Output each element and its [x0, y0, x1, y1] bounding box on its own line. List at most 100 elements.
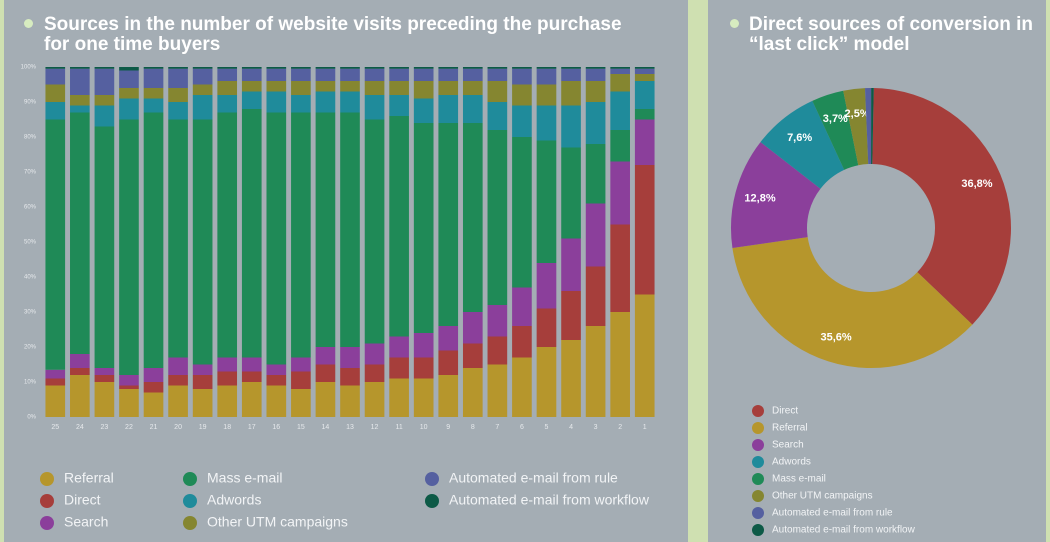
bar-segment	[119, 119, 139, 375]
bar-segment	[561, 67, 581, 69]
bar-segment	[610, 91, 630, 130]
bar-segment	[241, 81, 262, 92]
bar-segment	[413, 81, 434, 99]
bar-segment	[413, 123, 434, 333]
bar-segment	[512, 68, 532, 85]
x-tick-label: 13	[346, 424, 354, 431]
bar-segment	[487, 130, 508, 305]
x-tick-label: 16	[272, 424, 280, 431]
bar-segment	[364, 67, 385, 69]
bar-segment	[143, 98, 164, 113]
bar-segment	[561, 68, 581, 81]
bar-segment	[192, 389, 213, 417]
bar-segment	[389, 357, 409, 379]
bar-segment	[119, 375, 139, 386]
legend-marker	[752, 490, 764, 502]
bar-segment	[536, 68, 557, 85]
bar-segment	[168, 119, 188, 358]
legend-label: Search	[772, 440, 804, 451]
x-tick-label: 11	[395, 424, 402, 431]
y-tick-label: 70%	[24, 170, 37, 176]
bar-segment	[241, 68, 262, 81]
bar-segment	[291, 389, 311, 417]
bar-segment	[143, 382, 164, 393]
bar-segment	[364, 119, 385, 344]
bar-segment	[610, 74, 630, 92]
bar-segment	[536, 67, 557, 69]
bar-segment	[70, 375, 90, 417]
bar-segment	[315, 364, 336, 382]
bar-segment	[266, 112, 287, 365]
bar-segment	[585, 102, 606, 144]
bar-segment	[45, 102, 66, 120]
bar-segment	[340, 112, 360, 347]
bar-segment	[291, 371, 311, 389]
bar-segment	[70, 354, 90, 368]
bar-segment	[585, 81, 606, 102]
bar-segment	[266, 364, 287, 375]
bullet	[730, 19, 739, 28]
bar-segment	[143, 88, 164, 99]
bar-segment	[94, 382, 115, 417]
bar-segment	[610, 67, 630, 69]
bar-segment	[634, 165, 655, 295]
bar-segment	[291, 357, 311, 372]
bar-segment	[94, 368, 115, 375]
bar-segment	[561, 81, 581, 106]
bar-segment	[364, 68, 385, 81]
bar-segment	[94, 375, 115, 382]
bar-segment	[389, 95, 409, 116]
x-tick-label: 21	[150, 424, 158, 431]
x-tick-label: 8	[471, 424, 475, 431]
bar-segment	[462, 343, 483, 368]
bar-segment	[487, 364, 508, 417]
legend-label: Automated e-mail from rule	[449, 470, 618, 486]
bar-segment	[536, 347, 557, 417]
bar-segment	[413, 378, 434, 417]
data-label: 12,8%	[744, 193, 775, 205]
legend-marker	[752, 456, 764, 468]
bar-segment	[634, 294, 655, 417]
bar-segment	[561, 147, 581, 239]
bar-segment	[389, 336, 409, 358]
bar-segment	[413, 68, 434, 81]
bar-segment	[192, 68, 213, 85]
bar-segment	[364, 343, 385, 365]
x-tick-label: 22	[125, 424, 133, 431]
legend-label: Automated e-mail from rule	[772, 508, 893, 519]
bar-segment	[536, 308, 557, 347]
x-tick-label: 25	[51, 424, 59, 431]
legend-marker	[425, 472, 439, 486]
donut-slice	[732, 237, 973, 369]
bar-segment	[217, 385, 238, 417]
bar-segment	[217, 68, 238, 81]
bar-segment	[315, 347, 336, 365]
bar-segment	[512, 137, 532, 288]
legend-label: Mass e-mail	[207, 470, 282, 486]
legend-marker	[752, 524, 764, 536]
bar-segment	[561, 340, 581, 417]
x-tick-label: 17	[248, 424, 256, 431]
bar-segment	[70, 95, 90, 106]
bar-segment	[585, 203, 606, 267]
bar-segment	[168, 67, 188, 69]
bar-segment	[266, 375, 287, 386]
bar-segment	[389, 67, 409, 69]
bar-segment	[315, 68, 336, 81]
legend-marker	[183, 516, 197, 530]
legend-marker	[40, 494, 54, 508]
x-tick-label: 24	[76, 424, 84, 431]
bar-segment	[389, 68, 409, 81]
x-tick-label: 7	[495, 424, 499, 431]
bar-segment	[291, 68, 311, 81]
bar-segment	[413, 98, 434, 123]
bar-segment	[315, 81, 336, 92]
donut-slice	[760, 100, 845, 189]
bar-segment	[340, 368, 360, 386]
y-tick-label: 80%	[24, 135, 37, 141]
bar-segment	[45, 378, 66, 386]
legend-label: Other UTM campaigns	[772, 491, 873, 502]
legend-marker	[752, 439, 764, 451]
bar-segment	[512, 357, 532, 417]
